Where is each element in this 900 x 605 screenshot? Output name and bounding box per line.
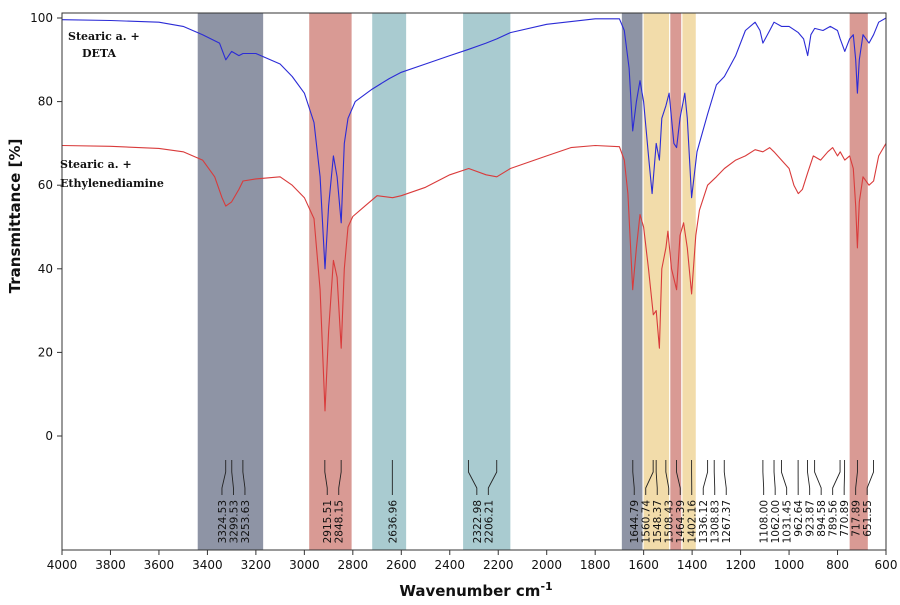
peak-marker-8	[487, 460, 498, 495]
x-tick-label-3800: 3800	[95, 558, 126, 572]
peak-label-6: 2636.96	[387, 500, 399, 544]
peak-marker-3	[242, 460, 246, 495]
peak-marker-7	[467, 460, 478, 495]
x-axis-title-superscript: -1	[540, 580, 552, 593]
x-tick-label-4000: 4000	[47, 558, 78, 572]
x-tick-label-3400: 3400	[192, 558, 223, 572]
series-2-label-line-2: Ethylenediamine	[60, 177, 164, 190]
peak-marker-9	[632, 460, 635, 495]
x-tick-label-2200: 2200	[483, 558, 514, 572]
y-tick-label-20: 20	[38, 345, 53, 359]
x-tick-label-3000: 3000	[289, 558, 320, 572]
peak-label-20: 1031.45	[782, 500, 794, 543]
peak-marker-23	[814, 460, 822, 495]
peak-marker-19	[773, 460, 776, 495]
peak-label-24: 789.56	[828, 500, 840, 537]
x-tick-label-2400: 2400	[434, 558, 465, 572]
peak-marker-15	[702, 460, 709, 495]
x-tick-label-600: 600	[875, 558, 898, 572]
peak-label-26: 717.89	[851, 500, 863, 537]
peak-label-12: 1508.43	[664, 500, 676, 543]
peak-label-3: 3253.63	[240, 500, 252, 543]
peak-label-14: 1402.16	[687, 500, 699, 544]
y-axis-title: Transmittance [%]	[6, 139, 24, 294]
peak-label-23: 894.58	[816, 500, 828, 537]
y-tick-label-40: 40	[38, 262, 53, 276]
peak-marker-18	[762, 460, 765, 495]
spectrum-lines	[61, 17, 887, 412]
peak-label-18: 1108.00	[759, 500, 771, 543]
peak-marker-5	[338, 460, 342, 495]
peak-label-17: 1267.37	[721, 500, 733, 543]
series-line-1	[61, 17, 887, 270]
peak-marker-4	[324, 460, 328, 495]
peak-label-10: 1560.74	[641, 500, 653, 544]
series-line-2	[61, 143, 887, 412]
x-axis-title: Wavenumber cm-1	[399, 580, 552, 600]
peak-marker-20	[780, 460, 788, 495]
peak-label-16: 1308.83	[710, 500, 722, 543]
peak-label-22: 923.87	[805, 500, 817, 537]
peak-marker-27	[866, 460, 874, 495]
peak-label-1: 3324.53	[217, 500, 229, 543]
x-axis-title-text: Wavenumber cm	[399, 582, 540, 600]
peak-label-21: 962.64	[793, 500, 805, 537]
peak-label-7: 2322.98	[472, 500, 484, 543]
x-tick-label-1600: 1600	[628, 558, 659, 572]
x-tick-label-1000: 1000	[774, 558, 805, 572]
band-4	[463, 13, 511, 550]
x-tick-label-1400: 1400	[677, 558, 708, 572]
peak-label-2: 3299.53	[228, 500, 240, 543]
peak-marker-12	[665, 460, 670, 495]
peak-label-13: 1464.39	[675, 500, 687, 543]
x-tick-label-1800: 1800	[580, 558, 611, 572]
peak-label-4: 2915.51	[322, 500, 334, 543]
peak-label-27: 651.55	[862, 500, 874, 537]
peak-marker-17	[723, 460, 727, 495]
band-1	[197, 13, 264, 550]
x-tick-label-800: 800	[826, 558, 849, 572]
band-2	[309, 13, 352, 550]
peak-marker-10	[645, 460, 654, 495]
x-tick-label-3200: 3200	[241, 558, 272, 572]
x-tick-label-1200: 1200	[725, 558, 756, 572]
y-tick-label-60: 60	[38, 178, 53, 192]
x-tick-label-2800: 2800	[338, 558, 369, 572]
plot-frame	[61, 12, 887, 551]
peak-label-8: 2206.21	[483, 500, 495, 543]
peak-label-25: 770.89	[839, 500, 851, 537]
band-3	[372, 13, 407, 550]
series-labels: Stearic a. + DETA Stearic a. + Ethylened…	[60, 30, 164, 190]
peak-marker-13	[676, 460, 681, 495]
series-1-label-line-2: DETA	[82, 47, 117, 60]
peak-marker-24	[832, 460, 841, 495]
peak-marker-11	[655, 460, 658, 495]
peak-marker-22	[807, 460, 811, 495]
peak-marker-16	[713, 460, 716, 495]
peak-label-5: 2848.15	[334, 500, 346, 543]
band-9	[849, 13, 868, 550]
y-tick-label-100: 100	[30, 11, 53, 25]
peak-marker-26	[855, 460, 858, 495]
x-tick-label-2600: 2600	[386, 558, 417, 572]
y-tick-label-80: 80	[38, 95, 53, 109]
series-2-label-line-1: Stearic a. +	[60, 158, 132, 171]
peak-marker-2	[231, 460, 234, 495]
peak-label-19: 1062.00	[770, 500, 782, 543]
y-tick-label-0: 0	[45, 429, 53, 443]
x-tick-label-2000: 2000	[531, 558, 562, 572]
peak-markers: 3324.53 3299.53 3253.63 2915.51 2848.15 2636.…	[217, 460, 874, 543]
band-7	[670, 13, 682, 550]
band-8	[682, 13, 696, 550]
peak-label-15: 1336.12	[698, 500, 710, 543]
x-tick-label-3600: 3600	[144, 558, 175, 572]
peak-label-11: 1548.37	[652, 500, 664, 543]
band-highlights	[197, 13, 868, 550]
peak-label-9: 1644.79	[629, 500, 641, 543]
peak-marker-1	[221, 460, 227, 495]
series-1-label-line-1: Stearic a. +	[68, 30, 140, 43]
axes: 4000 3800 3600 3400 3200 3000 2800 2600 2400 2200…	[30, 11, 897, 572]
